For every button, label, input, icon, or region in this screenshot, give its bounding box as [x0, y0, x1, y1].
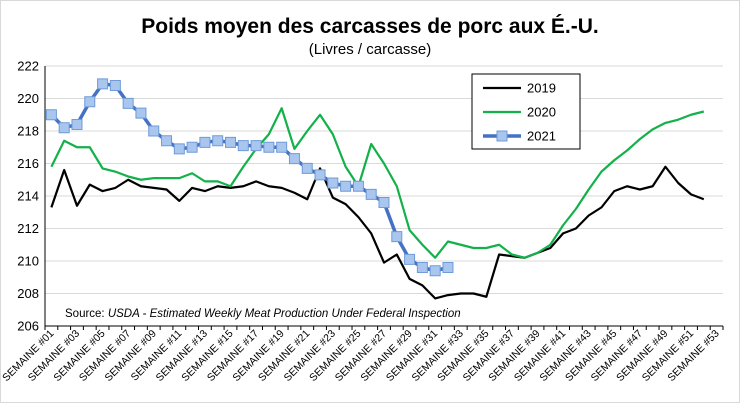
legend-item-2019: 2019	[483, 81, 556, 96]
data-point	[186, 141, 198, 153]
data-point	[161, 135, 173, 147]
y-tick-label: 208	[17, 286, 39, 301]
series-line-2021	[50, 82, 449, 273]
data-point	[199, 136, 211, 148]
y-tick-label: 222	[17, 59, 39, 74]
data-point	[148, 125, 160, 137]
legend-label: 2019	[527, 81, 556, 96]
data-point	[263, 141, 275, 153]
data-point	[237, 140, 249, 152]
data-point	[378, 197, 390, 208]
axes	[44, 66, 724, 330]
y-tick-label: 214	[17, 189, 39, 204]
y-tick-label: 220	[17, 91, 39, 106]
data-point	[84, 96, 96, 108]
y-tick-label: 210	[17, 254, 39, 269]
legend-label: 2020	[527, 105, 556, 120]
gridlines	[45, 65, 723, 327]
source-note: Source: USDA - Estimated Weekly Meat Pro…	[65, 308, 461, 320]
series-2019	[50, 165, 705, 300]
data-point	[276, 141, 288, 153]
legend: 2019 2020 2021	[471, 73, 581, 150]
data-point	[97, 78, 109, 90]
series	[45, 78, 705, 300]
series-2021	[45, 78, 454, 277]
data-point	[135, 107, 147, 119]
legend-item-2020: 2020	[483, 105, 556, 120]
y-tick-label: 212	[17, 221, 39, 236]
data-point	[45, 109, 57, 121]
y-tick-label: 216	[17, 156, 39, 171]
y-tick-label: 206	[17, 319, 39, 334]
series-line-2020	[50, 107, 705, 259]
data-point	[416, 262, 428, 273]
data-point	[391, 231, 403, 243]
data-point	[212, 135, 224, 147]
series-2020	[50, 107, 705, 259]
data-point	[442, 262, 454, 273]
legend-item-2021: 2021	[483, 129, 556, 144]
data-point	[314, 169, 326, 181]
chart-title: Poids moyen des carcasses de porc aux É.…	[141, 15, 599, 38]
data-point	[352, 180, 364, 192]
data-point	[365, 188, 377, 200]
data-point	[250, 140, 262, 152]
data-point	[109, 80, 121, 91]
legend-marker	[496, 130, 508, 142]
data-point	[224, 136, 236, 148]
y-tick-label: 218	[17, 124, 39, 139]
source-prefix: Source:	[65, 308, 108, 320]
data-point	[429, 265, 441, 277]
data-point	[58, 122, 70, 134]
data-point	[173, 143, 185, 155]
chart-subtitle: (Livres / carcasse)	[309, 41, 432, 58]
data-point	[122, 97, 134, 109]
data-point	[71, 119, 83, 130]
y-axis-ticks: 206 208 210 212 214 216 218 220 222	[17, 59, 39, 334]
data-point	[288, 153, 300, 165]
series-line-2019	[50, 165, 705, 300]
data-point	[340, 180, 352, 192]
legend-label: 2021	[527, 129, 556, 144]
source-body: USDA - Estimated Weekly Meat Production …	[108, 308, 461, 320]
data-point	[327, 177, 339, 189]
data-point	[404, 253, 416, 265]
data-point	[301, 162, 313, 174]
